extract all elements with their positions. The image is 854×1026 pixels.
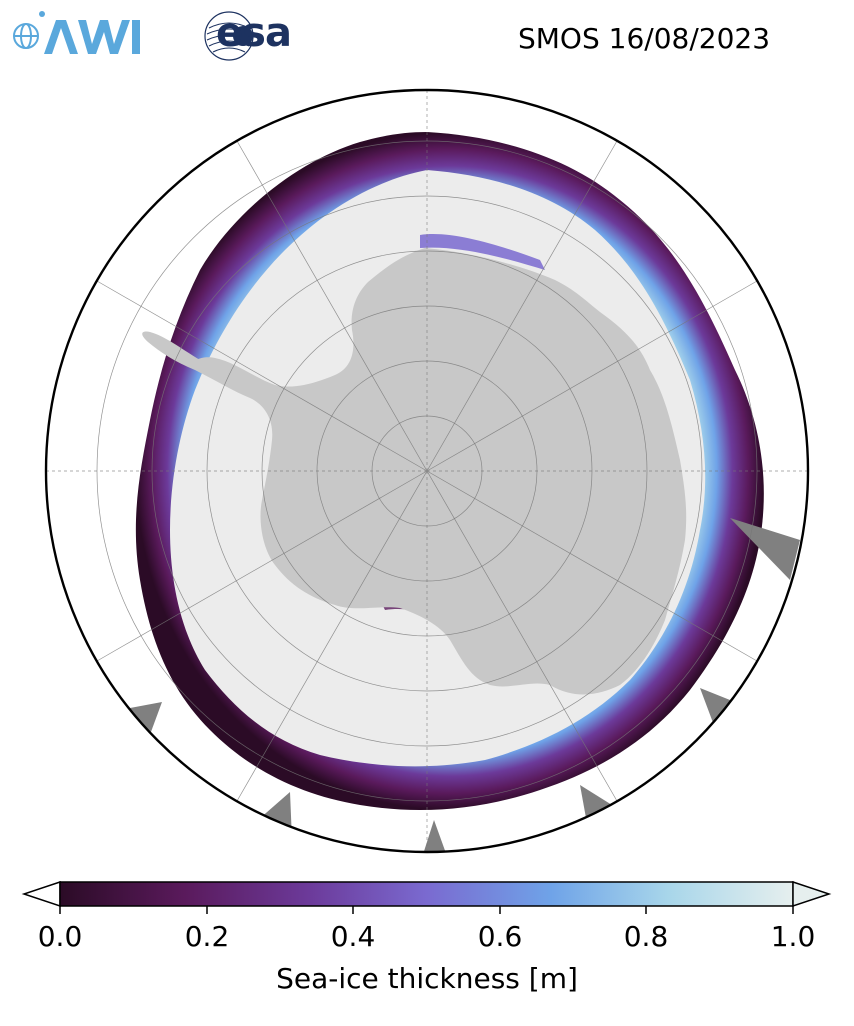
colorbar-tick-label: 1.0 — [770, 920, 816, 953]
map-title: SMOS 16/08/2023 — [518, 22, 771, 55]
map-meridians — [46, 90, 808, 852]
coastal-ice-streak — [380, 596, 470, 645]
esa-logo-text: esa — [216, 10, 292, 56]
colorbar-gradient — [59, 881, 794, 907]
colorbar-tick-label: 0.6 — [477, 920, 523, 953]
colorbar-extend-low — [21, 880, 61, 908]
antarctic-peninsula — [142, 331, 200, 370]
colorbar-tick-label: 0.8 — [623, 920, 669, 953]
colorbar-tick-label: 0.4 — [330, 920, 376, 953]
map-boundary — [44, 88, 810, 854]
colorbar-tick-label: 0.2 — [184, 920, 230, 953]
colorbar-label: Sea-ice thickness [m] — [276, 962, 578, 995]
colorbar-extend-high — [792, 880, 832, 908]
colorbar-tick-label: 0.0 — [37, 920, 83, 953]
coastal-ice-streak — [420, 234, 545, 270]
colorbar — [21, 880, 832, 914]
esa-logo — [204, 11, 254, 61]
antarctic-sea-ice-map — [44, 88, 810, 854]
awi-logo — [13, 11, 140, 54]
